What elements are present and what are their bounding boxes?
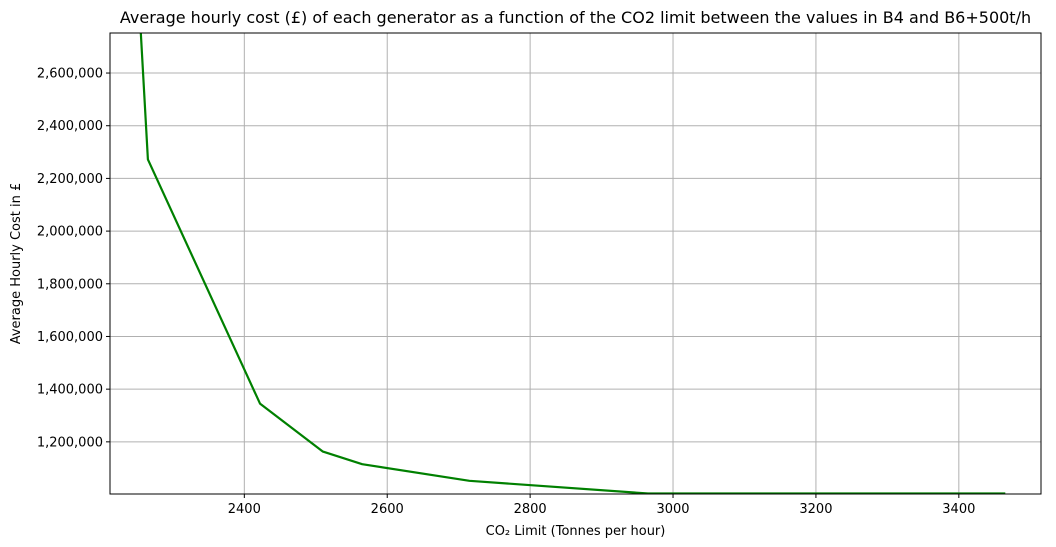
x-tick-label: 2400 <box>228 502 261 517</box>
x-tick-label: 3400 <box>942 502 975 517</box>
x-axis: 2400 2600 2800 3000 3200 3400 <box>228 494 975 517</box>
y-tick-label: 2,200,000 <box>37 172 103 187</box>
grid <box>110 33 1041 494</box>
y-tick-label: 1,800,000 <box>37 277 103 292</box>
x-tick-label: 3200 <box>799 502 832 517</box>
y-axis: 1,200,000 1,400,000 1,600,000 1,800,000 2,00… <box>37 67 110 450</box>
x-tick-label: 3000 <box>656 502 689 517</box>
series-line <box>139 33 1006 494</box>
chart-title: Average hourly cost (£) of each generato… <box>120 8 1031 27</box>
plot-frame <box>109 32 1042 495</box>
series-layer <box>139 33 1006 494</box>
x-tick-label: 2600 <box>371 502 404 517</box>
y-tick-label: 2,600,000 <box>37 67 103 82</box>
x-tick-label: 2800 <box>514 502 547 517</box>
y-tick-label: 2,000,000 <box>37 225 103 240</box>
y-axis-label: Average Hourly Cost in £ <box>9 183 24 345</box>
y-tick-label: 2,400,000 <box>37 119 103 134</box>
y-tick-label: 1,600,000 <box>37 330 103 345</box>
y-tick-label: 1,400,000 <box>37 383 103 398</box>
x-axis-label: CO₂ Limit (Tonnes per hour) <box>486 524 666 539</box>
y-tick-label: 1,200,000 <box>37 435 103 450</box>
